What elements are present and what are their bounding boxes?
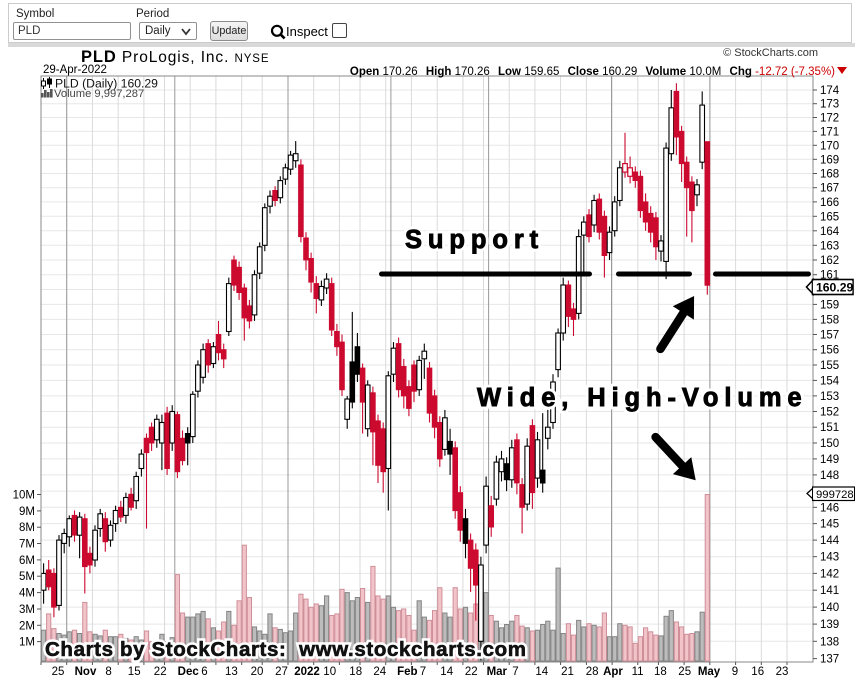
svg-text:138: 138 [820,636,839,648]
svg-text:20: 20 [251,666,264,678]
svg-text:164: 164 [820,226,840,238]
svg-text:145: 145 [820,519,839,531]
svg-text:Mar: Mar [487,666,508,678]
svg-text:999728: 999728 [816,489,854,501]
svg-text:Support: Support [405,226,544,254]
svg-text:15: 15 [128,666,141,678]
svg-text:5M: 5M [19,571,35,583]
svg-text:May: May [698,666,721,678]
svg-text:172: 172 [820,113,839,125]
svg-text:25: 25 [678,666,691,678]
svg-text:Wide, High-Volume: Wide, High-Volume [477,384,808,412]
svg-text:18: 18 [654,666,667,678]
svg-text:25: 25 [52,666,65,678]
svg-text:22: 22 [465,666,478,678]
svg-text:170: 170 [820,140,839,152]
svg-text:149: 149 [820,454,839,466]
svg-text:162: 162 [820,255,839,267]
svg-text:3M: 3M [19,604,35,616]
svg-text:14: 14 [535,666,548,678]
svg-text:137: 137 [820,654,839,666]
svg-text:154: 154 [820,375,840,387]
svg-text:158: 158 [820,314,839,326]
svg-text:146: 146 [820,502,839,514]
svg-text:21: 21 [561,666,574,678]
svg-text:160.29: 160.29 [816,281,853,295]
svg-text:7M: 7M [19,539,35,551]
svg-text:Support: Support [405,226,544,254]
svg-text:7: 7 [420,666,426,678]
svg-text:13: 13 [225,666,238,678]
svg-text:151: 151 [820,422,839,434]
svg-text:169: 169 [820,154,839,166]
svg-text:171: 171 [820,126,839,138]
svg-text:163: 163 [820,240,839,252]
svg-text:8: 8 [105,666,111,678]
svg-text:156: 156 [820,345,839,357]
svg-text:10M: 10M [13,490,35,502]
svg-text:24: 24 [373,666,386,678]
svg-text:27: 27 [275,666,288,678]
svg-text:22: 22 [154,666,167,678]
svg-text:165: 165 [820,211,839,223]
svg-text:Apr: Apr [603,666,623,678]
svg-text:155: 155 [820,360,839,372]
svg-text:Feb: Feb [397,666,417,678]
svg-text:9: 9 [732,666,738,678]
svg-text:Dec: Dec [178,666,200,678]
svg-text:7: 7 [512,666,518,678]
svg-text:Charts by StockCharts: www.st: Charts by StockCharts: www.stockcharts.c… [45,638,527,661]
svg-text:139: 139 [820,619,839,631]
svg-text:18: 18 [349,666,362,678]
svg-text:Volume 9,997,287: Volume 9,997,287 [54,88,144,100]
svg-text:28: 28 [586,666,599,678]
svg-text:6: 6 [201,666,207,678]
svg-text:14: 14 [440,666,453,678]
svg-text:159: 159 [820,299,839,311]
svg-text:142: 142 [820,568,839,580]
svg-text:6M: 6M [19,555,35,567]
svg-text:8M: 8M [19,522,35,534]
svg-text:167: 167 [820,183,839,195]
svg-text:168: 168 [820,169,839,181]
svg-text:1M: 1M [19,637,35,649]
svg-text:166: 166 [820,197,839,209]
svg-text:PLD (Daily) 160.29: PLD (Daily) 160.29 [55,77,158,91]
svg-text:2022: 2022 [294,666,320,678]
svg-text:144: 144 [820,535,840,547]
svg-text:174: 174 [820,85,840,97]
svg-text:Wide, High-Volume: Wide, High-Volume [477,384,808,412]
svg-text:Nov: Nov [75,666,97,678]
svg-text:157: 157 [820,330,839,342]
svg-text:10: 10 [323,666,336,678]
svg-text:143: 143 [820,552,839,564]
svg-text:9M: 9M [19,506,35,518]
svg-text:141: 141 [820,585,839,597]
svg-text:148: 148 [820,470,839,482]
svg-text:Charts by StockCharts: www.st: Charts by StockCharts: www.stockcharts.c… [45,638,527,661]
svg-text:173: 173 [820,99,839,111]
svg-text:16: 16 [751,666,764,678]
svg-text:153: 153 [820,391,839,403]
svg-text:2M: 2M [19,620,35,632]
svg-text:152: 152 [820,407,839,419]
svg-text:150: 150 [820,438,839,450]
svg-text:140: 140 [820,602,839,614]
svg-text:23: 23 [776,666,789,678]
svg-text:11: 11 [632,666,644,678]
svg-text:4M: 4M [19,588,35,600]
